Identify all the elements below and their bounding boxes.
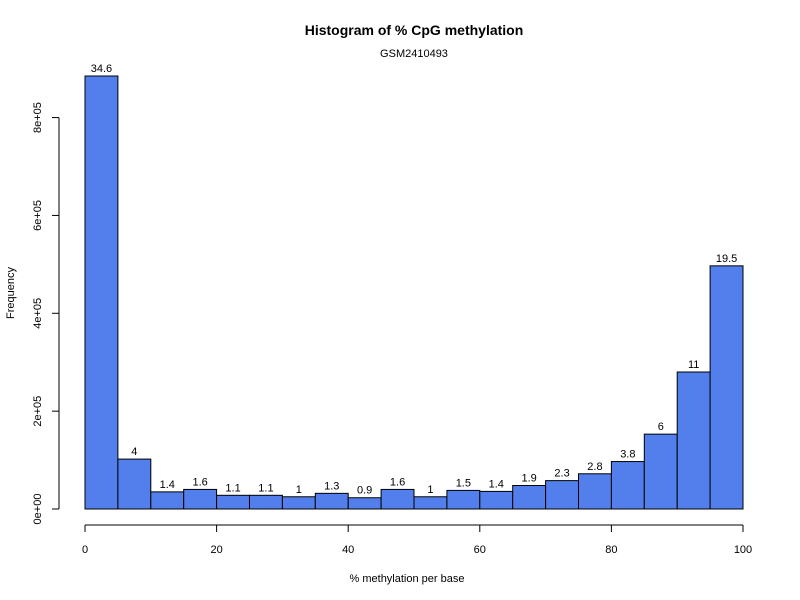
histogram-bar — [249, 494, 283, 510]
bar-data-label: 1.1 — [258, 482, 273, 494]
histogram-bar — [676, 371, 711, 510]
chart-subtitle: GSM2410493 — [380, 48, 448, 60]
y-axis-label: Frequency — [5, 267, 17, 319]
histogram-bar — [545, 480, 579, 510]
histogram-bar — [709, 265, 744, 510]
histogram-bar — [610, 461, 645, 510]
bar-data-label: 34.6 — [91, 63, 112, 75]
bar-data-label: 11 — [688, 359, 699, 371]
bar-data-label: 1.1 — [225, 482, 240, 494]
y-tick-label: 6e+05 — [32, 200, 44, 231]
bar-data-label: 1.9 — [522, 473, 537, 485]
chart-title: Histogram of % CpG methylation — [305, 22, 524, 38]
bar-data-label: 1 — [427, 484, 433, 496]
histogram-bar — [578, 473, 612, 510]
x-axis-label: % methylation per base — [350, 573, 465, 585]
y-tick-label: 8e+05 — [32, 102, 44, 133]
data-labels: 34.6 4 1.4 1.6 1.1 1.1 1 1.3 0.9 1.6 1 1.5 1.4 1.9 2.3… — [91, 63, 738, 497]
histogram-bar — [479, 490, 514, 510]
histogram-bar — [314, 492, 349, 510]
x-tick-label: 100 — [734, 544, 752, 556]
y-axis: 0e+00 2e+05 4e+05 6e+05 8e+05 — [32, 102, 60, 525]
histogram-bar — [183, 488, 218, 510]
bar-data-label: 2.3 — [554, 468, 569, 480]
bar-data-label: 1.6 — [193, 476, 208, 488]
bar-data-label: 1.4 — [489, 478, 504, 490]
bar-data-label: 6 — [658, 421, 664, 433]
x-tick-label: 20 — [210, 544, 222, 556]
histogram-bar — [150, 491, 185, 510]
histogram-bar — [446, 489, 481, 510]
bar-data-label: 2.8 — [587, 461, 602, 473]
y-tick-label: 0e+00 — [32, 494, 44, 525]
histogram-bar — [216, 494, 251, 510]
histogram-bar — [281, 496, 316, 510]
x-tick-label: 60 — [474, 544, 486, 556]
histogram-bar — [413, 496, 448, 510]
bar-data-label: 1.4 — [160, 479, 175, 491]
bar-data-label: 3.8 — [620, 449, 635, 461]
bar-data-label: 4 — [131, 446, 137, 458]
x-tick-label: 80 — [605, 544, 617, 556]
bar-data-label: 1.3 — [324, 480, 339, 492]
bar-data-label: 1.6 — [390, 476, 405, 488]
histogram-bar — [512, 485, 547, 510]
y-tick-label: 4e+05 — [32, 298, 44, 329]
y-tick-label: 2e+05 — [32, 396, 44, 427]
bar-data-label: 1 — [296, 484, 302, 496]
bar-data-label: 0.9 — [357, 485, 372, 497]
bars — [84, 75, 744, 510]
x-tick-label: 40 — [342, 544, 354, 556]
histogram-bar — [643, 433, 678, 510]
histogram-bar — [117, 458, 152, 510]
bar-data-label: 19.5 — [716, 253, 737, 265]
x-axis: 0 20 40 60 80 100 — [82, 524, 752, 556]
bar-data-label: 1.5 — [456, 477, 471, 489]
x-tick-label: 0 — [82, 544, 88, 556]
histogram-bar — [347, 497, 382, 510]
histogram-bar — [84, 75, 119, 510]
histogram-bar — [380, 488, 415, 510]
